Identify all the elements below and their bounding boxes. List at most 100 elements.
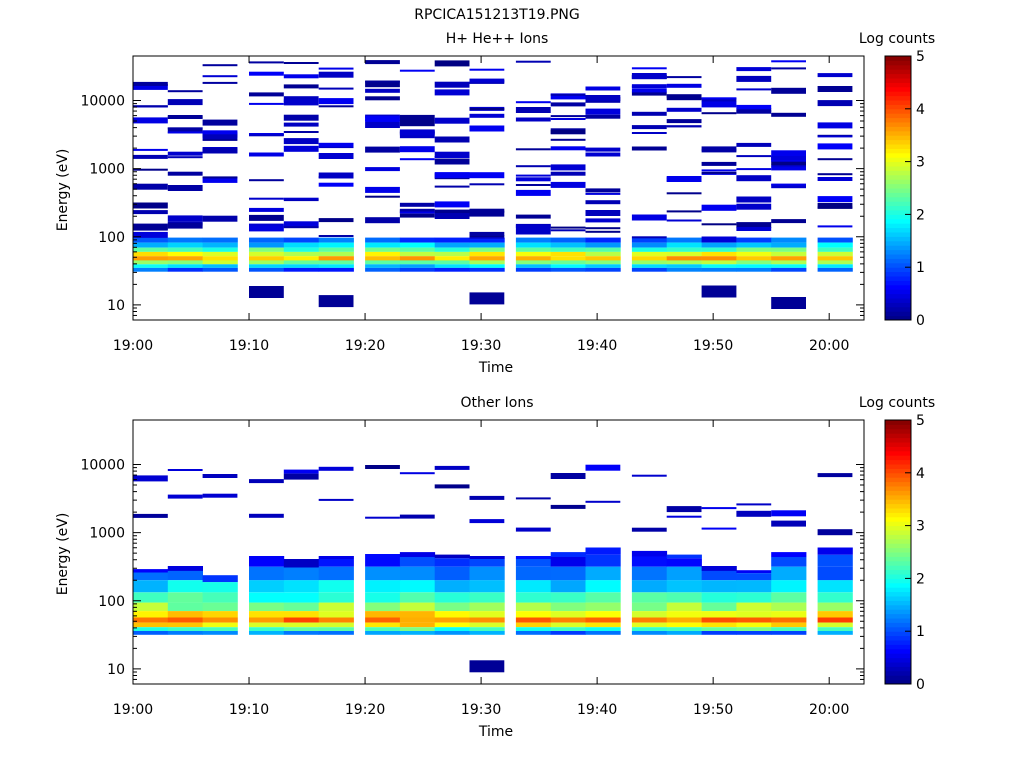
heatmap-cell <box>771 267 807 272</box>
heatmap-cell <box>585 200 621 205</box>
colorbar-segment <box>885 596 911 601</box>
heatmap-cell <box>283 617 319 623</box>
heatmap-cell <box>701 264 737 268</box>
colorbar-segment <box>885 298 911 303</box>
y-tick-label: 10 <box>107 298 125 314</box>
heatmap-cell <box>701 97 737 102</box>
heatmap-cell <box>550 247 586 252</box>
heatmap-cell <box>666 83 702 88</box>
heatmap-cell <box>318 153 354 159</box>
heatmap-cell <box>283 221 319 228</box>
heatmap-cell <box>249 247 285 252</box>
heatmap-cell <box>550 557 586 567</box>
heatmap-cell <box>283 197 319 200</box>
heatmap-cell <box>202 75 238 78</box>
heatmap-cell <box>469 260 505 265</box>
heatmap-cell <box>817 242 853 248</box>
heatmap-cell <box>469 592 505 603</box>
heatmap-cell <box>434 264 470 268</box>
heatmap-cell <box>515 189 551 196</box>
heatmap-cell <box>666 506 702 513</box>
heatmap-cell <box>771 520 806 527</box>
heatmap-cell <box>585 230 621 233</box>
heatmap-cell <box>365 146 400 153</box>
colorbar-segment <box>885 60 911 66</box>
colorbar-segment <box>885 170 911 176</box>
heatmap-cell <box>283 138 319 145</box>
colorbar-segment <box>885 108 911 114</box>
colorbar-segment <box>885 459 911 465</box>
heatmap-cell <box>515 177 551 182</box>
colorbar-segment <box>885 675 911 681</box>
heatmap-cell <box>515 174 551 177</box>
heatmap-cell <box>249 133 284 136</box>
heatmap-cell <box>365 251 401 257</box>
heatmap-cell <box>771 247 807 252</box>
heatmap-cell <box>771 602 807 612</box>
heatmap-cell <box>585 264 621 268</box>
heatmap-cell <box>318 242 354 248</box>
heatmap-cell <box>167 251 203 257</box>
heatmap-cell <box>515 107 551 113</box>
panel-title: Other Ions <box>460 395 533 411</box>
heatmap-cell <box>399 264 436 268</box>
heatmap-cell <box>515 247 552 252</box>
heatmap-cell <box>283 256 319 261</box>
heatmap-cell <box>631 627 668 631</box>
heatmap-cell <box>701 566 737 571</box>
heatmap-cell <box>167 611 203 618</box>
heatmap-cell <box>666 515 702 518</box>
heatmap-cell <box>167 151 203 156</box>
heatmap-cell <box>318 142 354 147</box>
heatmap-cell <box>701 242 737 248</box>
heatmap-cell <box>736 104 772 109</box>
heatmap-cell <box>167 570 203 581</box>
heatmap-cell <box>283 114 319 121</box>
heatmap-cell <box>399 120 435 127</box>
heatmap-cell <box>550 580 586 593</box>
heatmap-cell <box>585 251 621 257</box>
heatmap-cell <box>133 224 168 231</box>
heatmap-cell <box>318 592 354 603</box>
heatmap-cell <box>249 237 285 243</box>
heatmap-cell <box>318 611 354 618</box>
colorbar-segment <box>885 508 911 513</box>
heatmap-cell <box>736 503 772 506</box>
colorbar-segment <box>885 521 911 527</box>
heatmap-cell <box>771 60 806 63</box>
colorbar-segment <box>885 587 911 593</box>
colorbar-segment <box>885 653 911 659</box>
heatmap-cell <box>771 611 807 618</box>
heatmap-cell <box>469 631 505 635</box>
colorbar-segment <box>885 78 911 83</box>
heatmap-cell <box>133 148 168 151</box>
heatmap-cell <box>249 225 284 232</box>
heatmap-cell <box>736 627 772 631</box>
heatmap-cell <box>771 161 806 165</box>
colorbar-segment <box>885 271 911 277</box>
heatmap-cell <box>771 627 807 631</box>
heatmap-cell <box>283 74 319 79</box>
heatmap-cell <box>736 592 772 603</box>
heatmap-cell <box>318 237 354 243</box>
heatmap-cell <box>736 573 772 581</box>
heatmap-cell <box>434 172 470 179</box>
heatmap-cell <box>585 152 621 157</box>
heatmap-cell <box>399 202 435 207</box>
heatmap-cell <box>817 256 853 261</box>
heatmap-cell <box>167 222 203 229</box>
heatmap-cell <box>167 469 203 471</box>
y-tick-label: 100 <box>98 594 125 610</box>
colorbar-segment <box>885 284 911 290</box>
heatmap-cell <box>666 107 702 112</box>
heatmap-cell <box>365 237 401 243</box>
y-tick-label: 100 <box>98 230 125 246</box>
heatmap-cell <box>283 145 319 152</box>
heatmap-cell <box>515 237 552 243</box>
colorbar-tick-label: 0 <box>916 677 925 693</box>
heatmap-cell <box>283 559 319 568</box>
heatmap-cells <box>133 464 853 673</box>
heatmap-cell <box>515 617 552 623</box>
heatmap-cell <box>666 251 702 257</box>
heatmap-cell <box>133 267 169 272</box>
